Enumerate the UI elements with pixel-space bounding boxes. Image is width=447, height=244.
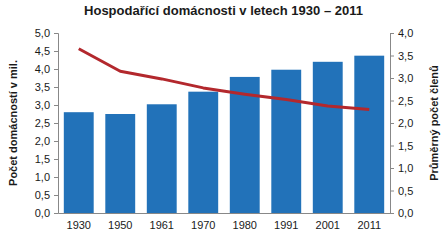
tick: 2,5 [390,95,413,107]
tick: 1930 [67,213,91,231]
tick: 0,5 [35,189,58,201]
tick-mark [390,33,394,34]
tick-mark [390,213,394,214]
tick-mark [54,213,58,214]
tick: 3,0 [390,72,413,84]
bar [64,112,94,213]
tick-label: 1,5 [398,140,413,152]
tick: 3,5 [390,50,413,62]
tick-label: 2,5 [35,117,50,129]
tick: 1991 [274,213,298,231]
tick: 1,5 [390,140,413,152]
bar [188,92,218,213]
y2-axis: 0,0 0,5 1,0 1,5 2,0 2,5 3,0 3,5 4,0 [390,27,413,219]
tick: 1,5 [35,153,58,165]
tick: 3,0 [35,99,58,111]
tick-label: 1991 [274,219,298,231]
tick-mark [54,69,58,70]
tick-label: 3,5 [35,81,50,93]
bar [313,62,343,213]
tick: 1950 [108,213,132,231]
x-axis: 1930 1950 1961 1970 1980 1991 2001 2011 [59,213,391,231]
tick-label: 4,0 [398,27,413,39]
tick: 1,0 [35,171,58,183]
tick-mark [54,87,58,88]
tick-mark [390,101,394,102]
tick-label: 0,5 [398,185,413,197]
tick-label: 1,0 [398,162,413,174]
tick-label: 2,5 [398,95,413,107]
bar [354,56,384,213]
tick-mark [54,33,58,34]
tick-label: 5,0 [35,27,50,39]
tick-mark [54,123,58,124]
tick-mark [54,159,58,160]
tick-mark [390,123,394,124]
tick: 2,0 [390,117,413,129]
tick-label: 1961 [150,219,174,231]
tick: 0,5 [390,185,413,197]
bar [271,70,301,213]
tick-label: 1,5 [35,153,50,165]
y-axis-title: Počet domácností v mil. [7,60,19,186]
tick-mark [54,105,58,106]
tick-label: 3,0 [398,72,413,84]
tick-label: 1930 [67,219,91,231]
tick-mark [390,146,394,147]
axis-line [391,34,395,214]
tick-mark [390,168,394,169]
data-marks [64,49,384,213]
chart-title: Hospodařící domácnosti v letech 1930 – 2… [84,3,363,18]
tick-mark [54,195,58,196]
tick-label: 0,0 [35,207,50,219]
tick-mark [390,78,394,79]
tick: 1980 [233,213,257,231]
tick: 1970 [191,213,215,231]
tick-label: 0,5 [35,189,50,201]
tick: 4,0 [390,27,413,39]
tick: 4,5 [35,45,58,57]
tick-label: 2001 [316,219,340,231]
tick-label: 0,0 [398,207,413,219]
tick: 5,0 [35,27,58,39]
bar [230,77,260,213]
tick: 0,0 [390,207,413,219]
chart-svg: 0,0 0,5 1,0 1,5 2,0 2,5 3,0 3,5 4,0 4,5 5,0 0,0 0,5 1… [0,0,447,244]
tick: 1961 [150,213,174,231]
bar [105,114,135,213]
tick-mark [54,51,58,52]
tick: 2011 [357,213,381,231]
tick-label: 4,5 [35,45,50,57]
tick-mark [54,177,58,178]
line [79,49,370,110]
tick-label: 2011 [357,219,381,231]
tick-label: 1,0 [35,171,50,183]
tick-label: 2,0 [398,117,413,129]
tick: 0,0 [35,207,58,219]
y-axis: 0,0 0,5 1,0 1,5 2,0 2,5 3,0 3,5 4,0 4,5 5,0 [35,27,59,219]
tick-label: 3,5 [398,50,413,62]
tick-mark [390,56,394,57]
bar-series [64,56,384,213]
tick-mark [390,191,394,192]
tick: 2,5 [35,117,58,129]
tick-mark [54,141,58,142]
axis-line [54,34,59,214]
tick: 3,5 [35,81,58,93]
chart-container: 0,0 0,5 1,0 1,5 2,0 2,5 3,0 3,5 4,0 4,5 5,0 0,0 0,5 1… [0,0,447,244]
tick: 4,0 [35,63,58,75]
tick-label: 1970 [191,219,215,231]
y2-axis-title: Průměrný počet členů [428,65,440,181]
tick-label: 3,0 [35,99,50,111]
bar [147,104,177,213]
tick: 2001 [316,213,340,231]
tick-label: 2,0 [35,135,50,147]
tick: 2,0 [35,135,58,147]
tick-label: 4,0 [35,63,50,75]
axis-line [59,213,391,214]
tick-label: 1980 [233,219,257,231]
plot-area: 0,0 0,5 1,0 1,5 2,0 2,5 3,0 3,5 4,0 4,5 5,0 0,0 0,5 1… [35,27,414,231]
tick: 1,0 [390,162,413,174]
tick-label: 1950 [108,219,132,231]
